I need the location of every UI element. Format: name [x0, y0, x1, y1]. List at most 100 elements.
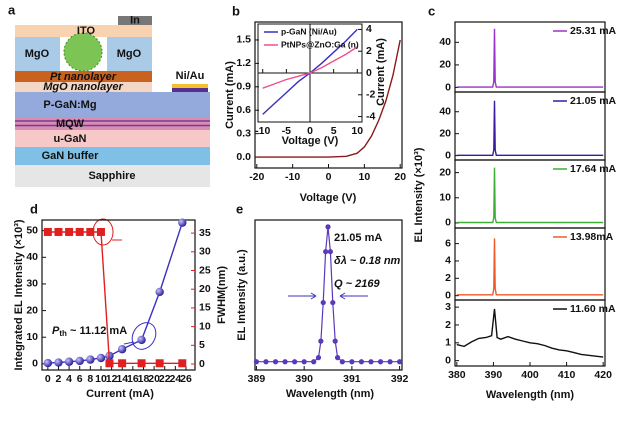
y-axis-label: Current (mA) — [224, 61, 236, 129]
legend-label: 25.31 mA — [570, 25, 617, 37]
layer-label: Ni/Au — [176, 70, 205, 82]
u-gan-layer — [15, 130, 210, 147]
ni-au-top — [172, 84, 208, 88]
x-tick-label: 26 — [180, 373, 192, 385]
y-tick-label: 1.2 — [236, 57, 251, 69]
data-point — [334, 355, 341, 361]
annotation-text: ~ 11.12 mA — [67, 325, 127, 337]
layer-label: GaN buffer — [42, 150, 100, 162]
x-axis-label: Current (mA) — [86, 388, 154, 400]
x-tick-label: 390 — [295, 373, 313, 385]
y2-tick-label: 20 — [199, 283, 211, 295]
panel-label: a — [8, 2, 16, 17]
pt-nanoparticle — [63, 32, 103, 72]
highlight-ellipse — [131, 322, 157, 350]
y-tick-label: 10 — [26, 331, 38, 343]
y-tick-label: 0.9 — [236, 81, 251, 93]
x-tick-label: 8 — [87, 373, 93, 385]
y-tick-label: 1.5 — [236, 34, 251, 46]
mgo-block — [107, 37, 152, 71]
x-axis-label: Voltage (V) — [282, 135, 339, 147]
y-axis-label: Integrated EL Intensity (×10³) — [13, 219, 25, 370]
data-point — [96, 227, 105, 236]
x-tick-label: 0 — [307, 125, 313, 137]
x-tick-label: -10 — [285, 171, 300, 183]
data-point — [282, 359, 288, 365]
x-tick-label: 390 — [485, 369, 503, 381]
data-point — [117, 345, 127, 354]
x-tick-label: 10 — [351, 125, 363, 137]
y-tick-label: 40 — [439, 106, 451, 118]
p-gan-layer — [15, 92, 210, 117]
annotation: Q ~ 2169 — [334, 278, 380, 290]
y-tick-label: 50 — [26, 224, 38, 236]
layer-label: MgO nanolayer — [43, 81, 123, 93]
x-tick-label: 392 — [391, 373, 409, 385]
layer-label: MgO — [117, 48, 142, 60]
y2-tick-label: 15 — [199, 302, 211, 314]
x-tick-label: 16 — [127, 373, 139, 385]
threshold-annotation: Pth ~ 11.12 mA — [52, 325, 127, 338]
x-axis-label: Wavelength (nm) — [486, 389, 575, 401]
y-tick-label: 20 — [439, 127, 451, 139]
data-point — [64, 357, 74, 366]
data-line — [256, 39, 401, 158]
data-point — [178, 218, 187, 227]
data-line — [262, 46, 358, 89]
ni-au-bottom — [172, 88, 208, 92]
data-line — [456, 238, 604, 296]
data-point — [137, 359, 146, 368]
data-line — [456, 100, 604, 156]
data-point — [323, 249, 329, 255]
y-tick-label: 0.3 — [236, 127, 251, 139]
layer-label: MgO — [25, 48, 50, 60]
y-axis-label: EL Intensity (×10³) — [413, 147, 425, 242]
y2-tick-label: 35 — [199, 227, 211, 239]
data-point — [86, 227, 95, 236]
y2-tick-label: 5 — [199, 339, 205, 351]
y-tick-label: 2 — [445, 319, 451, 331]
data-point — [253, 359, 260, 365]
data-point — [292, 359, 298, 365]
ito-layer — [15, 25, 152, 37]
x-tick-label: 391 — [343, 373, 361, 385]
data-point — [155, 287, 164, 297]
fwhm-arrow — [288, 292, 317, 300]
data-point — [263, 359, 269, 365]
panel-label: b — [232, 3, 240, 18]
x-axis-label: Wavelength (nm) — [286, 388, 375, 400]
layer-label: In — [130, 14, 140, 26]
annotation-arrow — [123, 341, 135, 345]
data-line — [47, 231, 183, 364]
y-tick-label: 4 — [445, 255, 451, 267]
data-point — [75, 356, 84, 366]
x-tick-label: 0 — [326, 171, 332, 183]
x-tick-label: 4 — [66, 373, 72, 385]
fwhm-arrow — [339, 292, 368, 300]
data-point — [86, 355, 95, 364]
y-tick-label: 0 — [445, 217, 451, 229]
data-point — [54, 358, 63, 367]
buffer-layer — [15, 147, 210, 165]
legend-label: 11.60 mA — [570, 303, 616, 315]
annotation: 21.05 mA — [334, 232, 382, 244]
y-tick-label: 30 — [26, 278, 38, 290]
data-point — [96, 353, 106, 363]
y-tick-label: 40 — [439, 36, 451, 48]
sapphire-layer — [15, 165, 210, 187]
x-tick-label: 410 — [558, 369, 576, 381]
x-tick-label: 6 — [77, 373, 83, 385]
data-point — [54, 227, 63, 236]
annotation-subscript: th — [59, 329, 67, 338]
x-tick-label: 20 — [148, 373, 160, 385]
annotation: δλ ~ 0.18 nm — [334, 255, 401, 267]
data-point — [318, 338, 324, 344]
x-tick-label: 2 — [56, 373, 62, 385]
y-tick-label: 0 — [445, 81, 451, 93]
data-point — [368, 359, 374, 365]
y-tick-label: 1 — [445, 337, 451, 349]
legend-label: 21.05 mA — [570, 95, 617, 107]
data-point — [105, 359, 114, 368]
data-point — [311, 359, 317, 365]
